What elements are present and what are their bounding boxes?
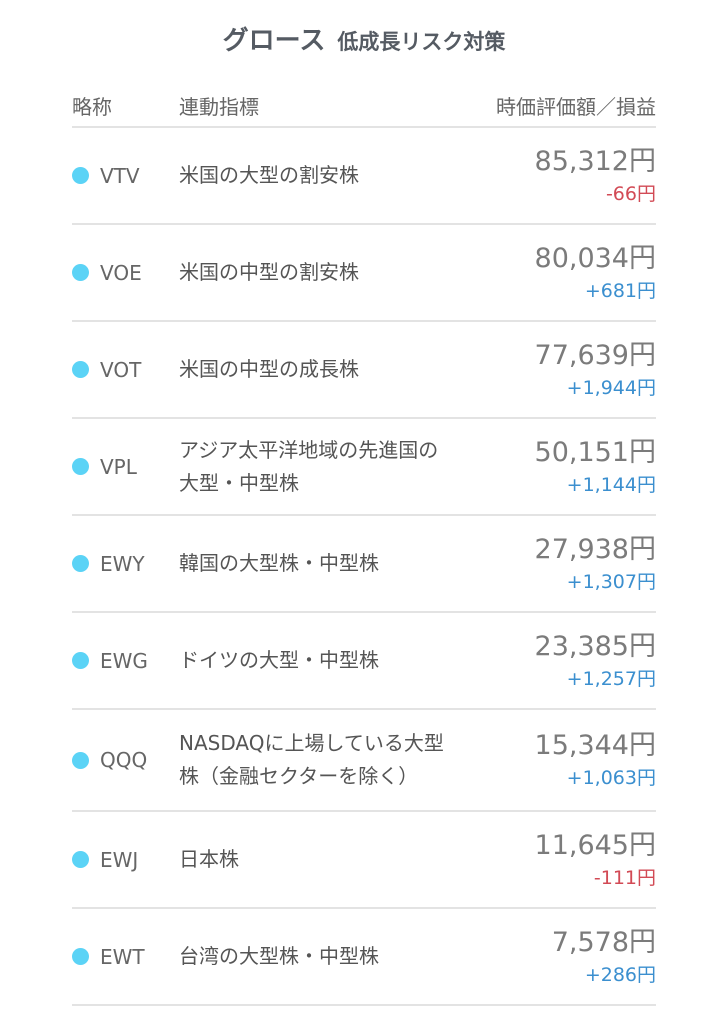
profit-loss: +1,144円 — [566, 473, 656, 496]
table-row[interactable]: EWT 台湾の大型株・中型株 7,578円 +286円 — [72, 909, 656, 1006]
value-cell: 23,385円 +1,257円 — [449, 629, 656, 693]
table-header: 略称 連動指標 時価評価額／損益 — [72, 84, 656, 128]
index-name: 台湾の大型株・中型株 — [179, 944, 379, 968]
profit-loss: +1,257円 — [566, 667, 656, 690]
market-value: 23,385円 — [534, 630, 656, 662]
market-value: 80,034円 — [534, 242, 656, 274]
profit-loss: -66円 — [605, 182, 656, 205]
table-row[interactable]: VOE 米国の中型の割安株 80,034円 +681円 — [72, 225, 656, 322]
table-body: VTV 米国の大型の割安株 85,312円 -66円 VOE 米国の中型の割安株… — [72, 128, 656, 1006]
dot-icon — [72, 555, 89, 572]
dot-icon — [72, 458, 89, 475]
value-cell: 77,639円 +1,944円 — [449, 338, 656, 402]
market-value: 15,344円 — [534, 730, 656, 761]
index-name: アジア太平洋地域の先進国の大型・中型株 — [179, 437, 439, 495]
value-cell: 50,151円 +1,144円 — [449, 435, 656, 499]
market-value: 50,151円 — [534, 436, 656, 468]
title-sub: 低成長リスク対策 — [337, 30, 506, 54]
holdings-table: 略称 連動指標 時価評価額／損益 VTV 米国の大型の割安株 85,312円 -… — [72, 84, 656, 1006]
dot-icon — [72, 948, 89, 965]
table-row[interactable]: VTV 米国の大型の割安株 85,312円 -66円 — [72, 128, 656, 225]
market-value: 7,578円 — [551, 926, 656, 958]
ticker: EWT — [100, 944, 145, 969]
profit-loss: +1,307円 — [566, 570, 656, 593]
index-name: 韓国の大型株・中型株 — [179, 551, 379, 575]
ticker: QQQ — [100, 748, 148, 772]
market-value: 77,639円 — [534, 339, 656, 371]
value-cell: 85,312円 -66円 — [449, 144, 656, 208]
profit-loss: +1,944円 — [566, 376, 656, 399]
title-main: グロース — [222, 26, 326, 56]
table-row[interactable]: EWY 韓国の大型株・中型株 27,938円 +1,307円 — [72, 516, 656, 613]
value-cell: 80,034円 +681円 — [449, 241, 656, 305]
ticker: EWG — [100, 648, 148, 673]
index-name: 米国の大型の割安株 — [179, 163, 359, 187]
index-name: ドイツの大型・中型株 — [179, 648, 379, 672]
table-row[interactable]: EWG ドイツの大型・中型株 23,385円 +1,257円 — [72, 613, 656, 710]
ticker: VPL — [100, 454, 137, 479]
header-index: 連動指標 — [179, 94, 259, 119]
index-name: NASDAQに上場している大型株（金融セクターを除く） — [179, 731, 444, 788]
index-name: 米国の中型の成長株 — [179, 357, 359, 381]
market-value: 27,938円 — [534, 533, 656, 565]
dot-icon — [72, 751, 89, 769]
market-value: 11,645円 — [534, 829, 656, 861]
value-cell: 11,645円 -111円 — [449, 828, 656, 892]
index-name: 日本株 — [179, 847, 239, 871]
ticker: VOE — [100, 260, 142, 285]
profit-loss: +286円 — [584, 963, 656, 986]
value-cell: 7,578円 +286円 — [449, 925, 656, 989]
ticker: EWY — [100, 551, 145, 576]
profit-loss: +1,063円 — [566, 767, 656, 789]
dot-icon — [72, 652, 89, 669]
profit-loss: +681円 — [584, 279, 656, 302]
table-row[interactable]: VOT 米国の中型の成長株 77,639円 +1,944円 — [72, 322, 656, 419]
market-value: 85,312円 — [534, 145, 656, 177]
page-title: グロース 低成長リスク対策 — [0, 20, 728, 57]
table-row[interactable]: EWJ 日本株 11,645円 -111円 — [72, 812, 656, 909]
dot-icon — [72, 167, 89, 184]
dot-icon — [72, 264, 89, 281]
dot-icon — [72, 851, 89, 868]
profit-loss: -111円 — [593, 866, 656, 889]
value-cell: 15,344円 +1,063円 — [449, 728, 656, 792]
table-row[interactable]: VPL アジア太平洋地域の先進国の大型・中型株 50,151円 +1,144円 — [72, 419, 656, 516]
ticker: VTV — [100, 163, 140, 188]
dot-icon — [72, 361, 89, 378]
ticker: EWJ — [100, 847, 139, 872]
header-value: 時価評価額／損益 — [496, 94, 656, 119]
table-row[interactable]: QQQ NASDAQに上場している大型株（金融セクターを除く） 15,344円 … — [72, 710, 656, 812]
header-ticker: 略称 — [72, 94, 112, 119]
index-name: 米国の中型の割安株 — [179, 260, 359, 284]
value-cell: 27,938円 +1,307円 — [449, 532, 656, 596]
ticker: VOT — [100, 357, 142, 382]
